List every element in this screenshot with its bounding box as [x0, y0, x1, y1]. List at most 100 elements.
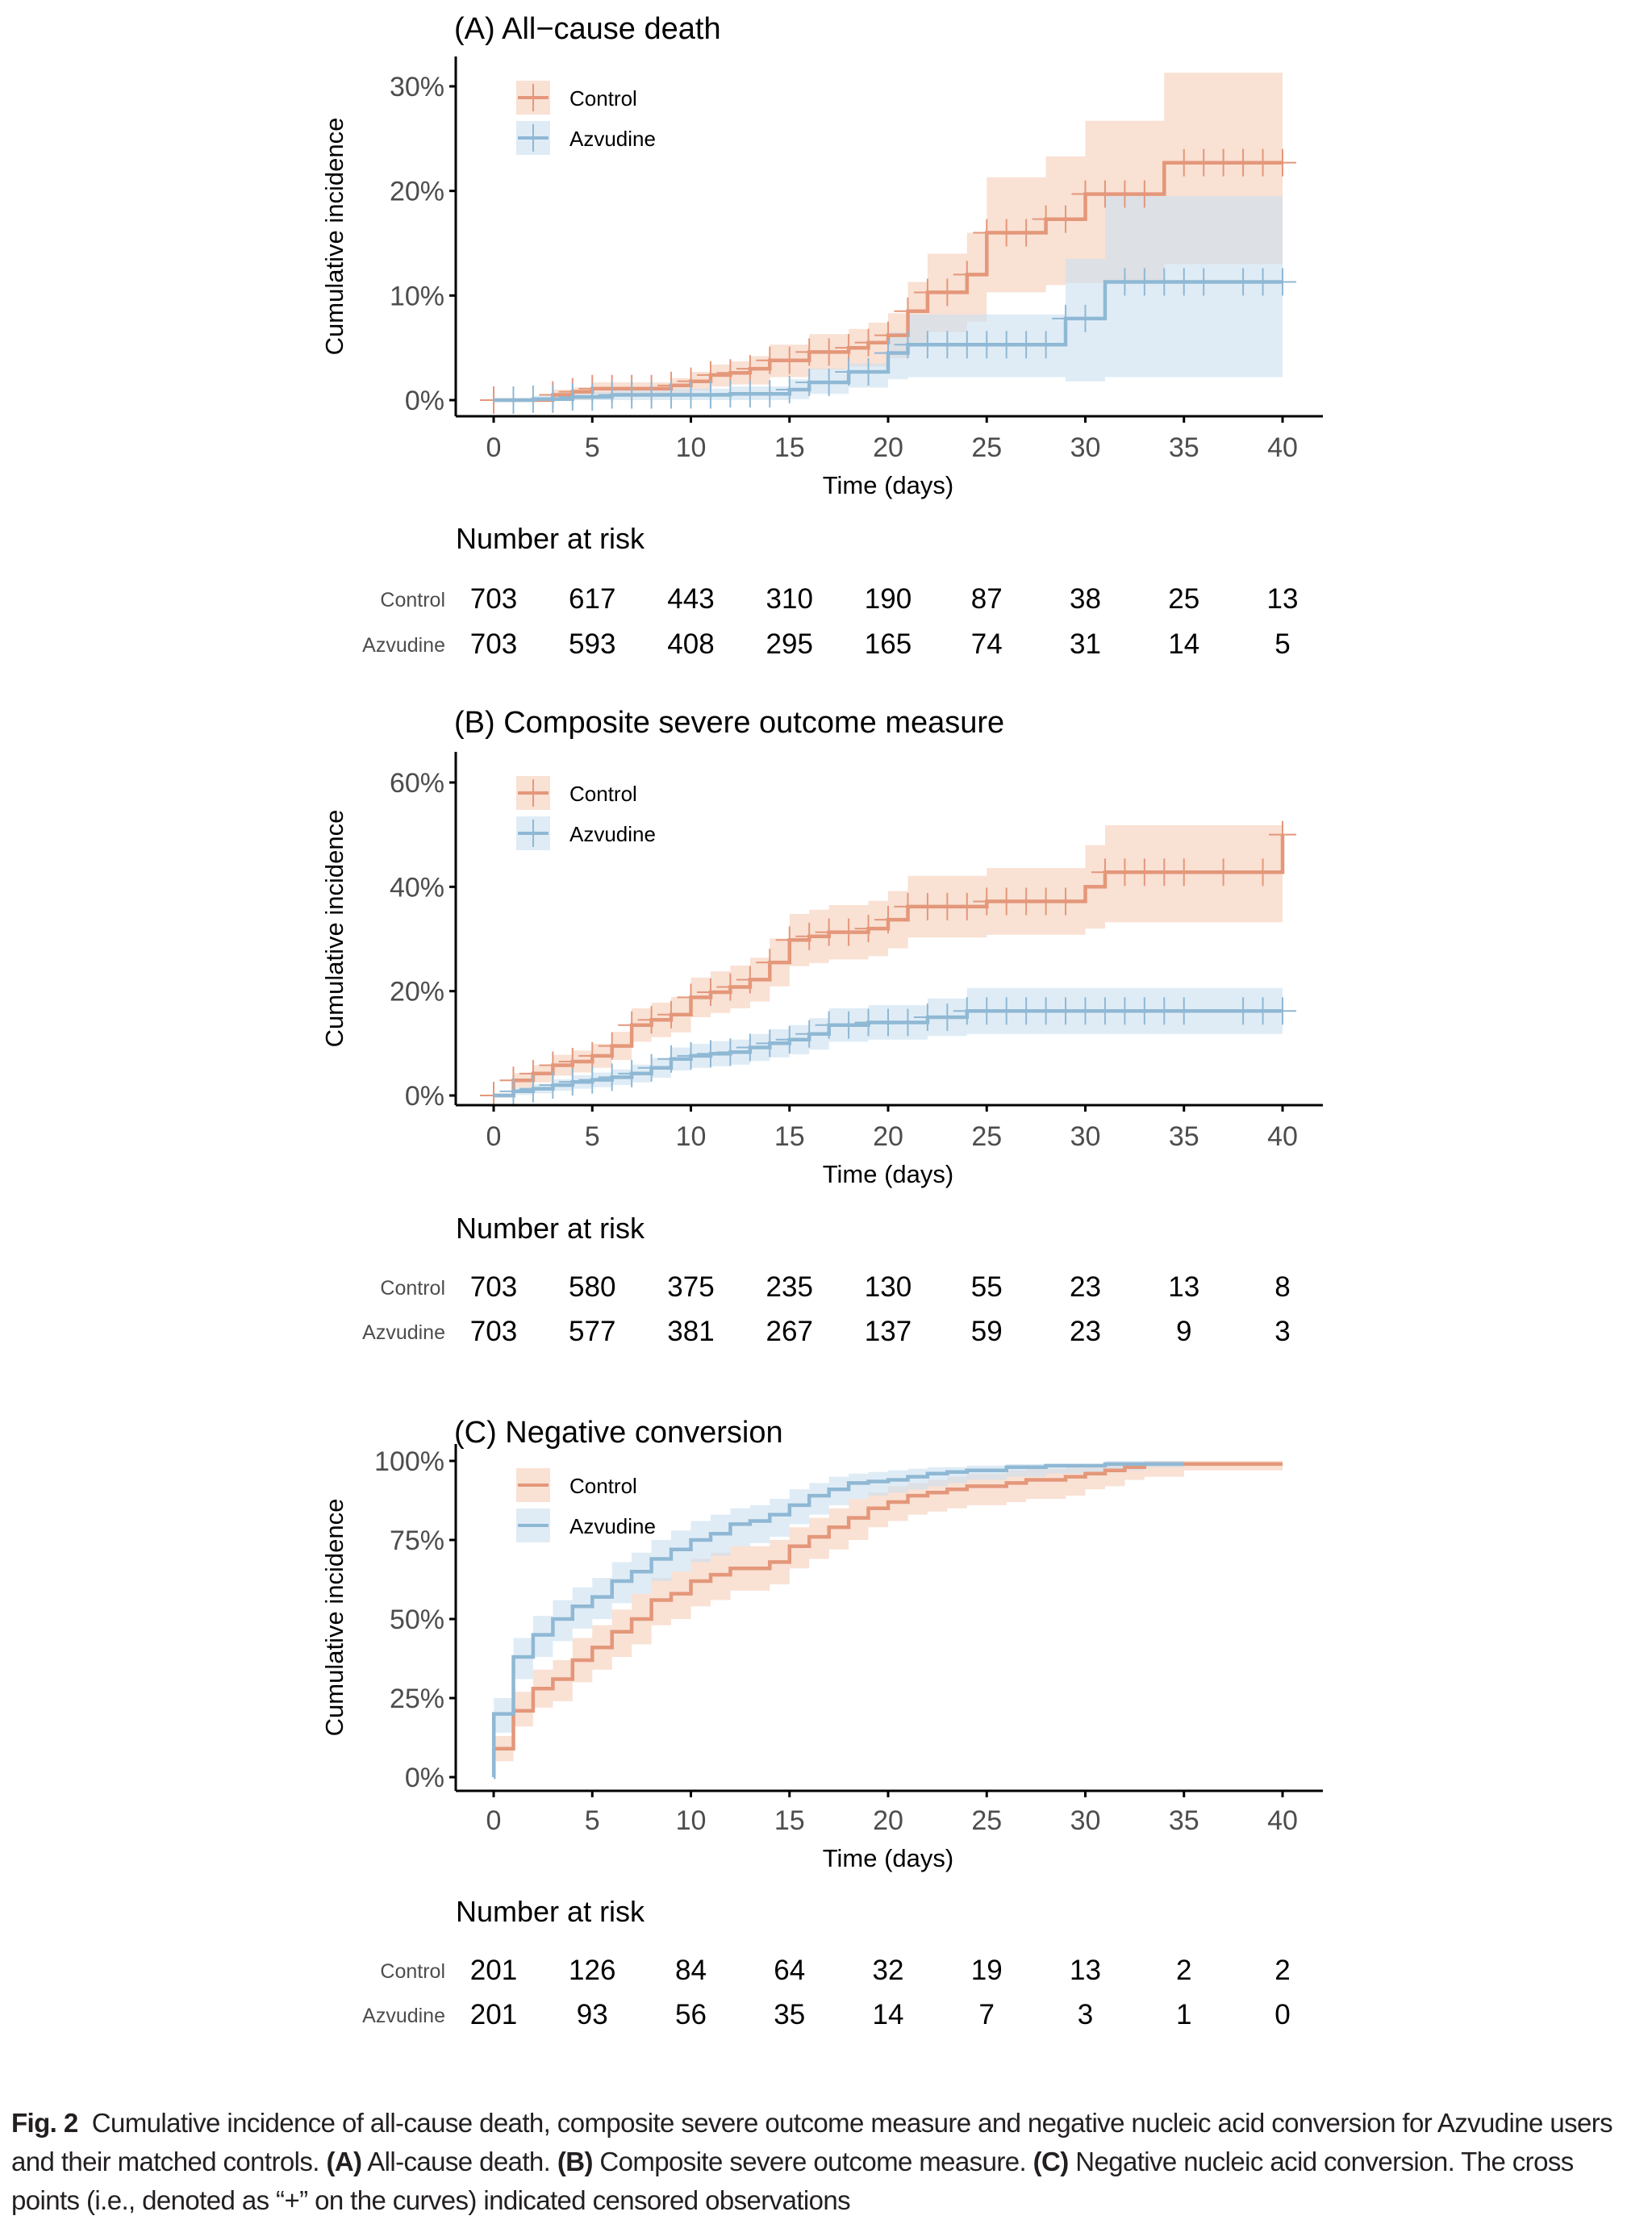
- risk-value: 130: [865, 1271, 912, 1303]
- legend-item-control: Control: [516, 81, 637, 115]
- y-tick-label: 0%: [405, 1081, 444, 1112]
- azvudine-censor-mark: [736, 1033, 764, 1062]
- x-tick-label: 40: [1267, 1805, 1298, 1836]
- risk-value: 13: [1168, 1271, 1199, 1303]
- panel-title: (B) Composite severe outcome measure: [454, 706, 1004, 740]
- caption-a-text: All-cause death.: [367, 2147, 551, 2176]
- risk-value: 13: [1070, 1955, 1101, 1986]
- legend-item-control: Control: [516, 1468, 637, 1502]
- azvudine-censor-mark: [578, 383, 607, 411]
- x-tick-label: 35: [1169, 1121, 1199, 1152]
- risk-value: 5: [1274, 628, 1290, 660]
- azvudine-censor-mark: [637, 1054, 665, 1082]
- control-censor-mark: [953, 261, 981, 289]
- legend-label: Control: [569, 782, 637, 806]
- risk-value: 32: [873, 1955, 904, 1986]
- azvudine-censor-mark: [539, 385, 567, 413]
- panel-title: (C) Negative conversion: [454, 1416, 783, 1450]
- y-tick-label: 30%: [390, 72, 444, 102]
- x-tick-label: 10: [676, 432, 707, 463]
- legend-label: Azvudine: [569, 1514, 656, 1538]
- y-tick-label: 0%: [405, 386, 444, 416]
- risk-value: 23: [1070, 1271, 1101, 1303]
- risk-value: 235: [766, 1271, 813, 1303]
- risk-row-label: Azvudine: [362, 2005, 445, 2027]
- legend-label: Azvudine: [569, 127, 656, 151]
- risk-value: 703: [470, 583, 517, 615]
- risk-value: 38: [1070, 583, 1101, 615]
- panel-c: (C) Negative conversion 0% 25% 50% 75% 100% 0 5…: [320, 1416, 1323, 2030]
- risk-value: 267: [766, 1316, 813, 1347]
- azvudine-censor-mark: [835, 1011, 863, 1039]
- y-tick-label: 60%: [390, 768, 444, 799]
- x-tick-label: 25: [971, 1121, 1002, 1152]
- legend-label: Control: [569, 86, 637, 111]
- risk-value: 2: [1274, 1955, 1290, 1986]
- azvudine-censor-mark: [519, 1075, 547, 1103]
- panel-a: (A) All−cause death 0% 10% 20% 30% 0 5 10 15 20 25…: [320, 12, 1323, 660]
- control-censor-mark: [637, 1006, 665, 1034]
- x-tick-label: 40: [1267, 1121, 1298, 1152]
- control-censor-mark: [795, 922, 824, 950]
- azvudine-censor-mark: [499, 1077, 528, 1105]
- azvudine-censor-mark: [696, 1040, 724, 1068]
- x-axis-title: Time (days): [823, 471, 953, 499]
- azvudine-censor-mark: [756, 1029, 784, 1058]
- control-censor-mark: [874, 906, 902, 934]
- control-censor-mark: [1052, 887, 1080, 916]
- risk-value: 375: [667, 1271, 714, 1303]
- risk-value: 201: [470, 1999, 517, 2030]
- azvudine-censor-mark: [854, 357, 882, 386]
- y-tick-label: 75%: [390, 1525, 444, 1556]
- risk-value: 55: [971, 1271, 1003, 1303]
- y-axis-title: Cumulative incidence: [320, 118, 348, 356]
- risk-value: 25: [1168, 583, 1199, 615]
- x-tick-label: 20: [873, 1121, 903, 1152]
- y-tick-label: 40%: [390, 872, 444, 903]
- risk-value: 1: [1176, 1999, 1191, 2030]
- caption-a-label: (A): [326, 2147, 362, 2176]
- risk-value: 295: [766, 628, 813, 660]
- risk-value: 35: [774, 1999, 805, 2030]
- y-tick-label: 0%: [405, 1763, 444, 1793]
- azvudine-censor-mark: [1170, 997, 1198, 1025]
- risk-value: 14: [873, 1999, 904, 2030]
- azvudine-censor-mark: [578, 1066, 607, 1094]
- risk-value: 31: [1070, 628, 1101, 660]
- azvudine-censor-mark: [775, 376, 803, 404]
- azvudine-censor-mark: [499, 386, 528, 414]
- azvudine-censor-mark: [1269, 268, 1296, 296]
- x-tick-label: 10: [676, 1805, 707, 1836]
- x-tick-label: 30: [1070, 1805, 1101, 1836]
- risk-value: 703: [470, 1316, 517, 1347]
- control-censor-mark: [1012, 219, 1041, 247]
- azvudine-censor-mark: [716, 1038, 745, 1066]
- risk-value: 408: [667, 628, 714, 660]
- legend-item-azvudine: Azvudine: [516, 121, 656, 155]
- azvudine-censor-mark: [618, 1059, 646, 1087]
- azvudine-censor-mark: [874, 339, 902, 367]
- azvudine-censor-mark: [539, 1071, 567, 1100]
- azvudine-censor-mark: [756, 380, 784, 408]
- y-tick-label: 10%: [390, 281, 444, 311]
- x-tick-label: 40: [1267, 432, 1298, 463]
- azvudine-censor-mark: [1032, 331, 1060, 359]
- risk-value: 93: [577, 1999, 608, 2030]
- x-tick-label: 5: [585, 1805, 600, 1836]
- risk-value: 580: [569, 1271, 615, 1303]
- risk-value: 137: [865, 1316, 912, 1347]
- risk-value: 7: [979, 1999, 995, 2030]
- control-censor-mark: [1130, 180, 1158, 208]
- control-censor-mark: [1209, 858, 1237, 887]
- risk-value: 703: [470, 1271, 517, 1303]
- x-tick-label: 0: [486, 1805, 502, 1836]
- legend-item-azvudine: Azvudine: [516, 1509, 656, 1542]
- risk-value: 8: [1274, 1271, 1290, 1303]
- control-censor-mark: [854, 328, 882, 357]
- control-censor-mark: [835, 334, 863, 362]
- control-censor-mark: [894, 297, 922, 325]
- panel-b: (B) Composite severe outcome measure 0% 20…: [320, 706, 1323, 1347]
- x-tick-label: 30: [1070, 432, 1101, 463]
- azvudine-censor-mark: [1190, 268, 1218, 296]
